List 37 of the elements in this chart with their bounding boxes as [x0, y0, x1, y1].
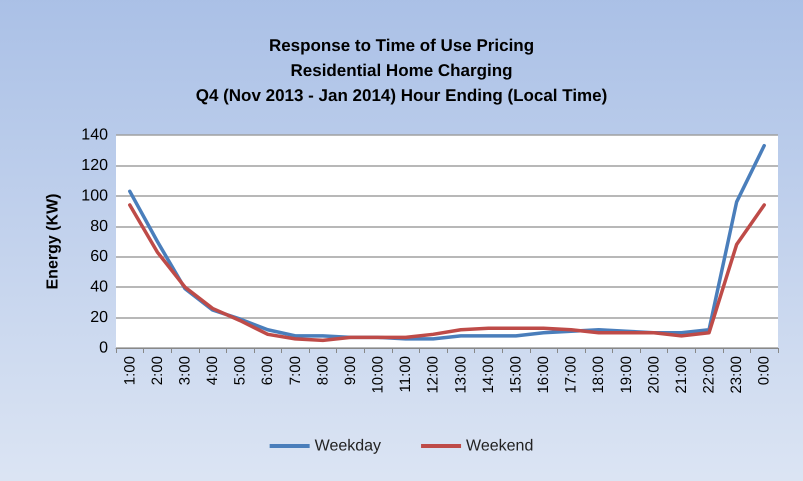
x-tick-label: 8:00 — [314, 356, 332, 386]
x-tick-label: 11:00 — [397, 356, 414, 392]
y-tick-label: 0 — [99, 340, 108, 356]
x-tick-label: 5:00 — [232, 356, 249, 386]
x-tick-label: 22:00 — [700, 356, 718, 394]
x-tick-label: 21:00 — [672, 356, 690, 394]
x-tick-label: 6:00 — [259, 356, 276, 386]
legend-label: Weekend — [466, 438, 534, 454]
x-tick-label: 20:00 — [645, 356, 662, 394]
y-tick-label: 140 — [81, 126, 108, 144]
x-tick-label: 23:00 — [728, 356, 746, 394]
x-tick-label: 3:00 — [176, 356, 194, 386]
x-tick-label: 13:00 — [452, 356, 470, 394]
y-tick-label: 20 — [90, 309, 108, 326]
x-tick-label: 15:00 — [507, 356, 524, 394]
x-tick-label: 9:00 — [342, 356, 359, 386]
y-tick-label: 60 — [90, 248, 108, 266]
legend-label: Weekday — [314, 438, 382, 454]
x-tick-label: 0:00 — [756, 356, 773, 386]
chart-title: Response to Time of Use Pricing Residential Home Charging Q4 (Nov 2013 - Jan 2014) Hour Ending (Local Time) — [196, 36, 608, 105]
x-tick-label: 1:00 — [121, 356, 138, 386]
x-tick-label: 14:00 — [480, 356, 497, 394]
line-series — [128, 203, 766, 342]
y-tick-label: 40 — [90, 278, 108, 296]
x-tick-label: 12:00 — [424, 356, 442, 394]
x-tick-label: 7:00 — [286, 356, 304, 386]
x-tick-label: 10:00 — [370, 356, 387, 394]
x-tick-label: 4:00 — [204, 356, 222, 386]
y-tick-label: 100 — [81, 187, 108, 204]
x-tick-label: 19:00 — [618, 356, 635, 394]
y-tick-label: 120 — [81, 156, 108, 174]
x-tick-label: 18:00 — [590, 356, 608, 394]
y-axis-title: Energy (KW) — [44, 194, 62, 290]
y-tick-label: 80 — [90, 218, 108, 235]
x-tick-label: 17:00 — [562, 356, 580, 394]
x-tick-label: 16:00 — [535, 356, 552, 394]
x-tick-label: 2:00 — [148, 356, 166, 386]
